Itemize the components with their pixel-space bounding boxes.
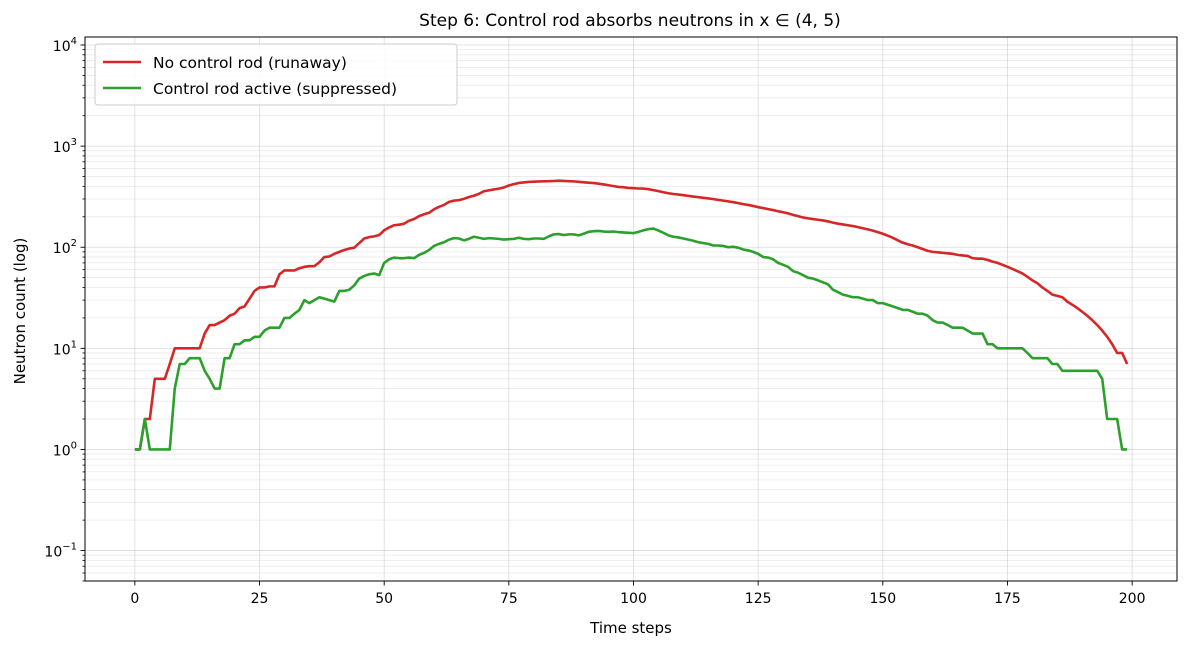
y-tick-label: 104 — [53, 36, 77, 55]
x-tick-label: 125 — [745, 591, 772, 607]
y-tick-label: 102 — [53, 238, 77, 257]
major-grid — [85, 37, 1177, 581]
y-axis-ticks: 10−1 100 101 102 103 104 — [44, 36, 85, 561]
x-tick-label: 100 — [620, 591, 647, 607]
y-tick-label: 100 — [53, 440, 77, 459]
y-axis-label: Neutron count (log) — [11, 238, 29, 385]
legend-box — [94, 43, 458, 106]
x-tick-label: 200 — [1119, 591, 1146, 607]
plot-area-frame — [84, 36, 1178, 582]
series-layer — [134, 179, 1129, 451]
y-tick-label: 103 — [53, 137, 77, 156]
x-axis-label: Time steps — [589, 619, 672, 637]
legend-label-no-control-rod: No control rod (runaway) — [153, 54, 347, 72]
series-line-no-control-rod — [134, 179, 1129, 451]
legend: No control rod (runaway) Control rod act… — [94, 43, 458, 106]
chart-title: Step 6: Control rod absorbs neutrons in … — [419, 11, 841, 31]
x-tick-label: 75 — [500, 591, 518, 607]
x-tick-label: 50 — [375, 591, 393, 607]
x-tick-label: 150 — [869, 591, 896, 607]
x-axis-ticks: 0 25 50 75 100 125 150 175 200 — [130, 581, 1145, 607]
series-line-control-rod-active — [134, 227, 1128, 451]
minor-grid — [82, 49, 1177, 582]
x-tick-label: 0 — [130, 591, 139, 607]
legend-label-control-rod-active: Control rod active (suppressed) — [153, 80, 397, 98]
y-tick-label: 101 — [53, 339, 77, 358]
y-tick-label: 10−1 — [44, 542, 77, 561]
x-tick-label: 25 — [251, 591, 269, 607]
x-tick-label: 175 — [994, 591, 1021, 607]
